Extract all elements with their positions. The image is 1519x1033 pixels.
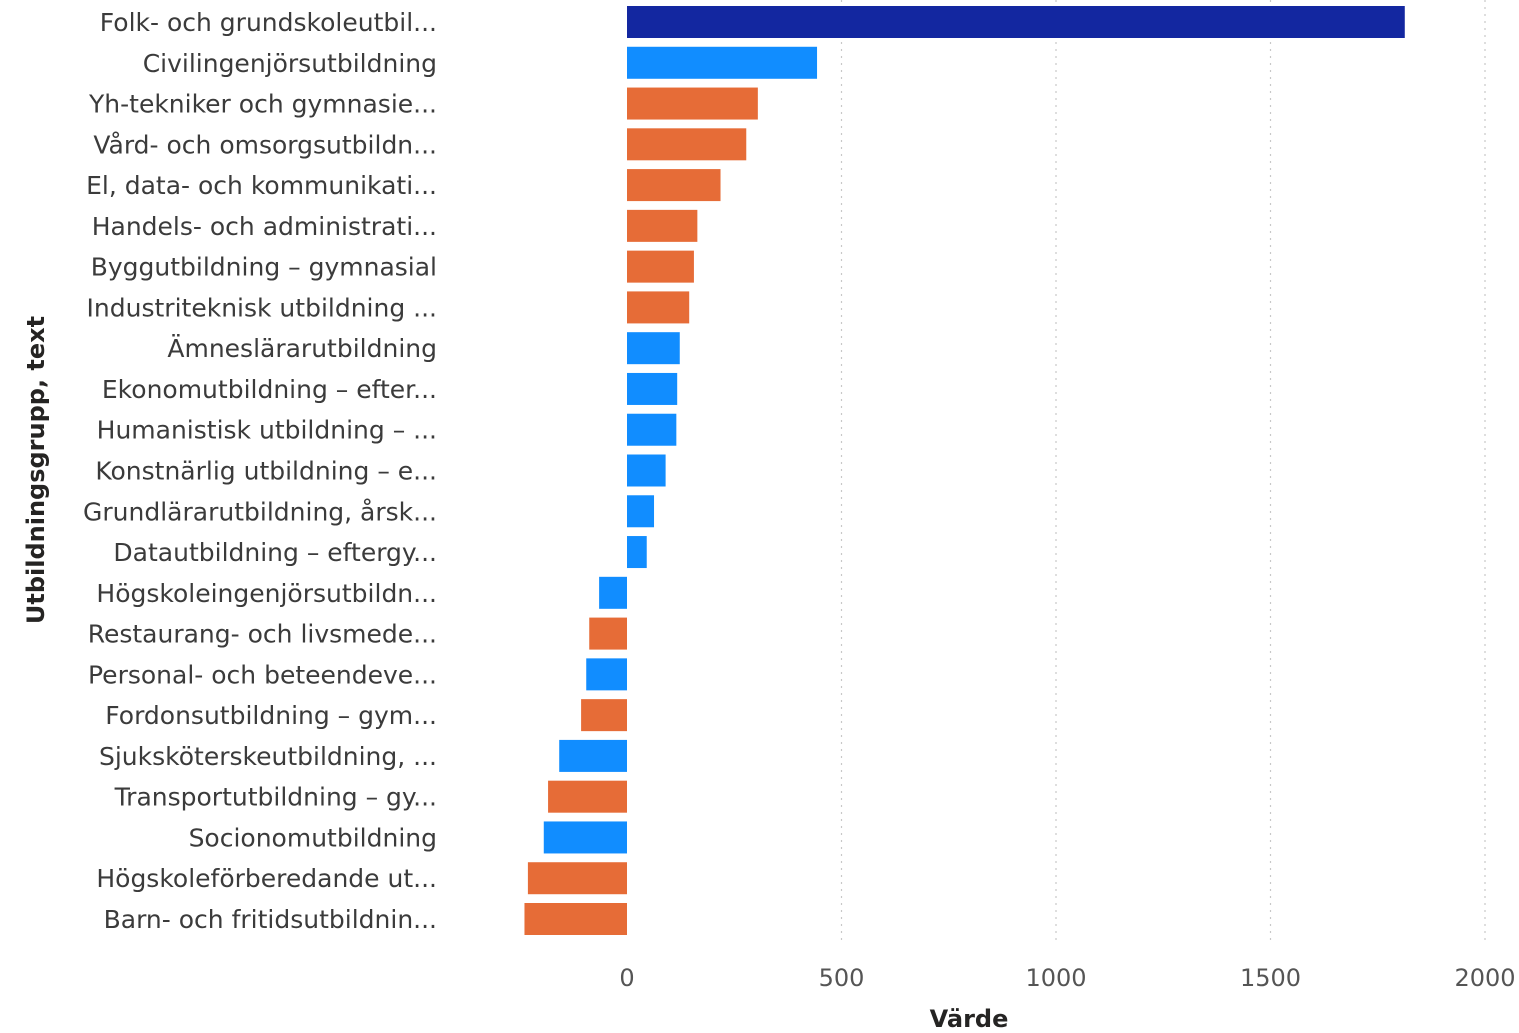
category-label: Yh-tekniker och gymnasie... xyxy=(88,90,437,119)
bar[interactable] xyxy=(627,87,758,120)
bar[interactable] xyxy=(599,576,627,609)
category-label: Socionomutbildning xyxy=(189,823,437,852)
bar[interactable] xyxy=(627,454,666,487)
y-axis-title: Utbildningsgrupp, text xyxy=(22,316,50,624)
category-label: Konstnärlig utbildning – e... xyxy=(95,457,437,486)
bar[interactable] xyxy=(527,862,627,895)
category-label: Fordonsutbildning – gym... xyxy=(105,701,437,730)
category-label: El, data- och kommunikati... xyxy=(86,171,437,200)
bar[interactable] xyxy=(627,495,655,528)
category-labels: Folk- och grundskoleutbil... Civilingenjö… xyxy=(83,8,437,934)
bars xyxy=(524,6,1405,935)
category-label: Byggutbildning – gymnasial xyxy=(91,253,437,282)
bar[interactable] xyxy=(543,821,627,854)
bar[interactable] xyxy=(627,250,694,283)
category-label: Handels- och administrati... xyxy=(92,212,437,241)
bar[interactable] xyxy=(548,780,627,813)
bar[interactable] xyxy=(627,46,818,79)
x-tick-label: 2000 xyxy=(1454,964,1515,992)
gridlines xyxy=(840,0,1486,940)
bar[interactable] xyxy=(586,658,627,691)
bar[interactable] xyxy=(627,128,747,161)
category-label: Sjuksköterskeutbildning, ... xyxy=(99,742,437,771)
category-label: Högskoleingenjörsutbildn... xyxy=(96,579,437,608)
bar[interactable] xyxy=(627,6,1405,38)
bar[interactable] xyxy=(627,209,698,242)
category-label: Humanistisk utbildning – ... xyxy=(97,416,437,445)
category-label: Grundlärarutbildning, årsk... xyxy=(83,497,437,526)
x-tick-label: 500 xyxy=(819,964,865,992)
category-label: Ämneslärarutbildning xyxy=(167,334,437,363)
bar[interactable] xyxy=(627,413,677,446)
category-label: Personal- och beteendeve... xyxy=(88,660,437,689)
x-tick-labels: 0 500 1000 1500 2000 xyxy=(619,964,1515,992)
bar[interactable] xyxy=(559,739,627,772)
bar[interactable] xyxy=(589,617,627,650)
bar[interactable] xyxy=(627,372,678,405)
bar[interactable] xyxy=(627,332,680,365)
category-label: Industriteknisk utbildning ... xyxy=(87,293,437,322)
category-label: Folk- och grundskoleutbil... xyxy=(100,8,437,37)
category-label: Datautbildning – eftergy... xyxy=(113,538,437,567)
x-tick-label: 1500 xyxy=(1240,964,1301,992)
category-label: Ekonomutbildning – efter... xyxy=(102,375,437,404)
x-tick-label: 1000 xyxy=(1025,964,1086,992)
x-tick-label: 0 xyxy=(619,964,634,992)
category-label: Barn- och fritidsutbildnin... xyxy=(104,905,437,934)
category-label: Restaurang- och livsmede... xyxy=(88,620,437,649)
bar[interactable] xyxy=(524,903,627,935)
category-label: Transportutbildning – gy... xyxy=(114,783,437,812)
bar[interactable] xyxy=(627,169,721,202)
bar[interactable] xyxy=(627,536,647,569)
bar[interactable] xyxy=(581,699,627,732)
category-label: Vård- och omsorgsutbildn... xyxy=(93,130,437,159)
category-label: Högskoleförberedande ut... xyxy=(96,864,437,893)
bar[interactable] xyxy=(627,291,690,324)
x-axis-title: Värde xyxy=(930,1005,1009,1033)
category-label: Civilingenjörsutbildning xyxy=(143,49,437,78)
